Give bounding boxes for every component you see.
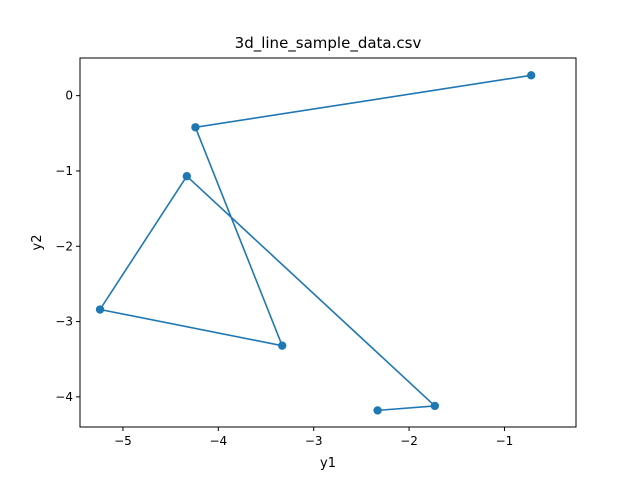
data-point xyxy=(278,341,287,350)
data-series xyxy=(95,71,536,415)
chart-title: 3d_line_sample_data.csv xyxy=(235,34,422,53)
data-point xyxy=(430,401,440,411)
data-point xyxy=(191,123,200,132)
y-tick-label: −2 xyxy=(55,239,73,253)
x-tick-label: −4 xyxy=(209,434,227,448)
x-axis-label: y1 xyxy=(320,456,336,471)
x-tick-label: −2 xyxy=(400,434,418,448)
x-tick-label: −1 xyxy=(496,434,514,448)
y-tick-label: −3 xyxy=(55,315,73,329)
axis-ticks: −5 −4 −3 −2 −1 0 −1 −2 −3 −4 xyxy=(55,89,513,448)
plot-area xyxy=(80,58,576,427)
y-axis-label: y2 xyxy=(30,235,45,251)
data-point xyxy=(526,71,536,80)
x-tick-label: −5 xyxy=(114,434,132,448)
data-point xyxy=(182,172,192,181)
data-point xyxy=(373,406,382,415)
data-point xyxy=(95,305,105,314)
plot-frame xyxy=(79,57,577,428)
y-tick-label: 0 xyxy=(65,89,73,103)
x-tick-label: −3 xyxy=(305,434,323,448)
y-tick-label: −1 xyxy=(55,164,73,178)
y-tick-label: −4 xyxy=(55,390,73,404)
